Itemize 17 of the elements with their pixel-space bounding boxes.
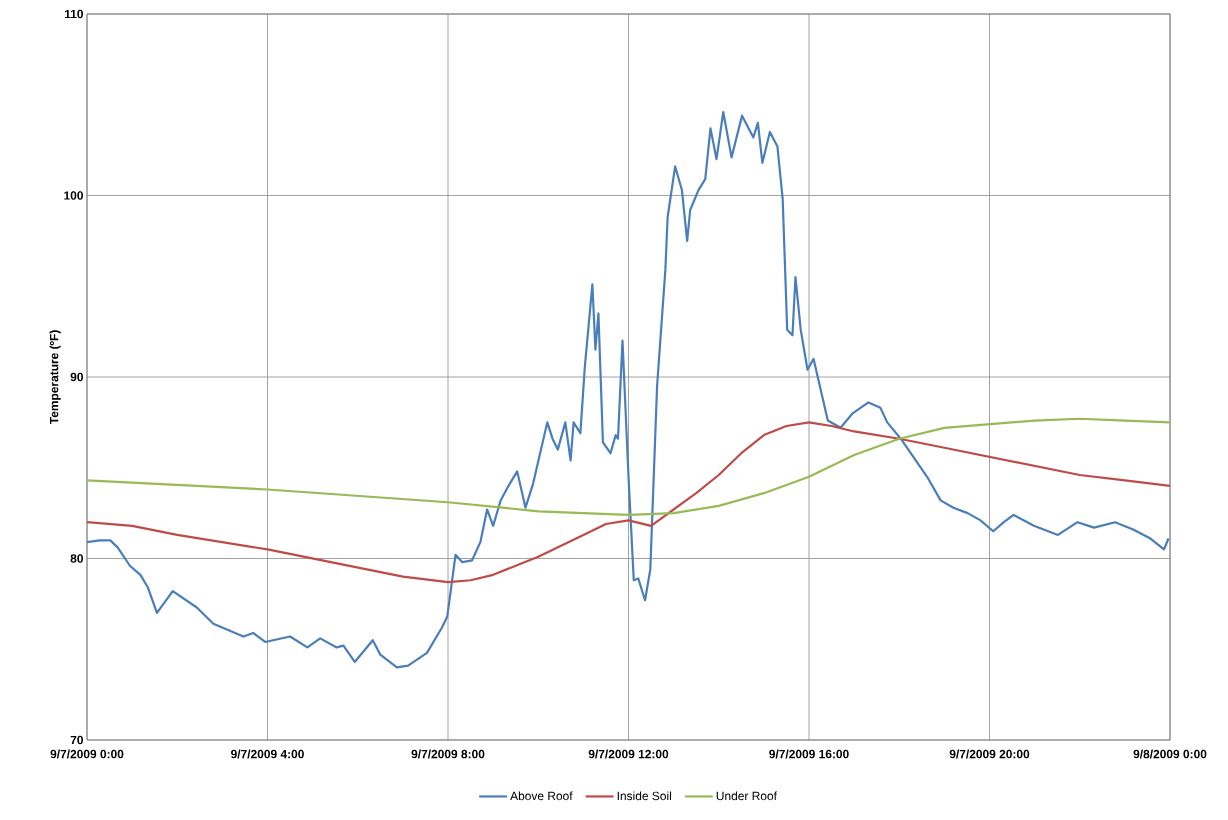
- x-tick-label: 9/7/2009 8:00: [411, 749, 485, 759]
- x-tick-label: 9/7/2009 0:00: [50, 749, 124, 759]
- y-tick-label: 90: [70, 372, 83, 382]
- legend-label: Inside Soil: [617, 791, 671, 801]
- y-tick-label: 70: [70, 735, 83, 745]
- x-tick-label: 9/7/2009 20:00: [949, 749, 1030, 759]
- y-tick-label: 110: [64, 9, 83, 19]
- line-series: [87, 110, 1170, 669]
- x-tick-label: 9/7/2009 16:00: [769, 749, 849, 759]
- legend-label: Above Roof: [510, 791, 573, 801]
- x-tick-label: 9/7/2009 4:00: [231, 749, 304, 759]
- y-tick-label: 100: [64, 191, 83, 200]
- x-tick-label: 9/8/2009 0:00: [1133, 749, 1207, 759]
- y-tick-label: 80: [70, 554, 83, 563]
- x-tick-label: 9/7/2009 12:00: [588, 749, 669, 759]
- legend-label: Under Roof: [716, 791, 777, 801]
- y-axis-title: Temperature (ºF): [49, 330, 61, 425]
